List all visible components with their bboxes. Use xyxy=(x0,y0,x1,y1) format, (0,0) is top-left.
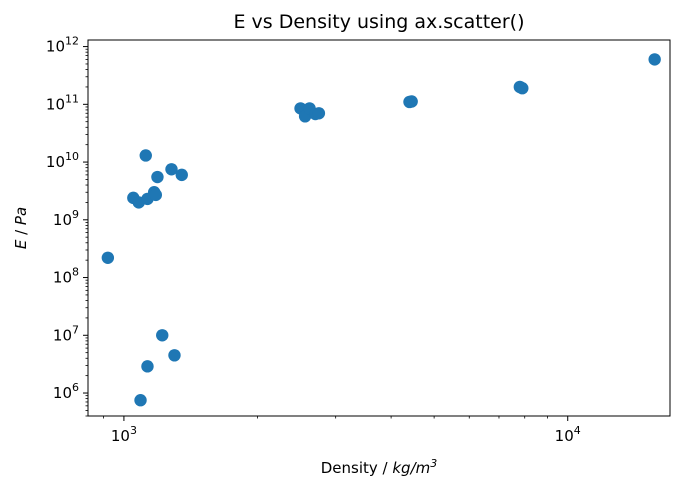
data-point xyxy=(141,360,154,373)
plot-area-frame xyxy=(87,39,671,417)
y-tick-label: 109 xyxy=(53,208,79,229)
data-point xyxy=(134,394,147,407)
data-point xyxy=(149,188,163,202)
y-tick-label: 1011 xyxy=(46,92,79,113)
minor-tick-marks xyxy=(85,48,548,419)
x-tick-label: 103 xyxy=(111,424,137,445)
data-point xyxy=(312,107,326,120)
y-tick-label: 1010 xyxy=(46,150,79,171)
y-tick-label: 106 xyxy=(53,381,79,402)
data-point xyxy=(156,329,169,342)
y-tick-label: 108 xyxy=(53,266,79,287)
tick-labels: 103 104 106 107 108 109 1010 1011 1012 xyxy=(46,35,581,445)
data-point xyxy=(168,349,181,362)
data-point xyxy=(101,251,115,264)
y-axis-label: E / Pa xyxy=(12,207,30,249)
y-tick-label: 1012 xyxy=(46,35,79,56)
data-point xyxy=(139,149,152,162)
data-points xyxy=(101,53,661,407)
data-point xyxy=(405,95,418,108)
data-point xyxy=(516,82,529,95)
x-axis-label: Density / kg/m3 xyxy=(321,457,438,477)
data-point xyxy=(151,170,164,184)
data-point xyxy=(648,53,661,66)
x-tick-label: 104 xyxy=(555,424,581,445)
y-tick-label: 107 xyxy=(53,323,79,344)
major-tick-marks xyxy=(83,46,569,421)
data-point xyxy=(175,168,188,182)
data-point xyxy=(165,163,178,176)
chart-title: E vs Density using ax.scatter() xyxy=(233,11,524,33)
